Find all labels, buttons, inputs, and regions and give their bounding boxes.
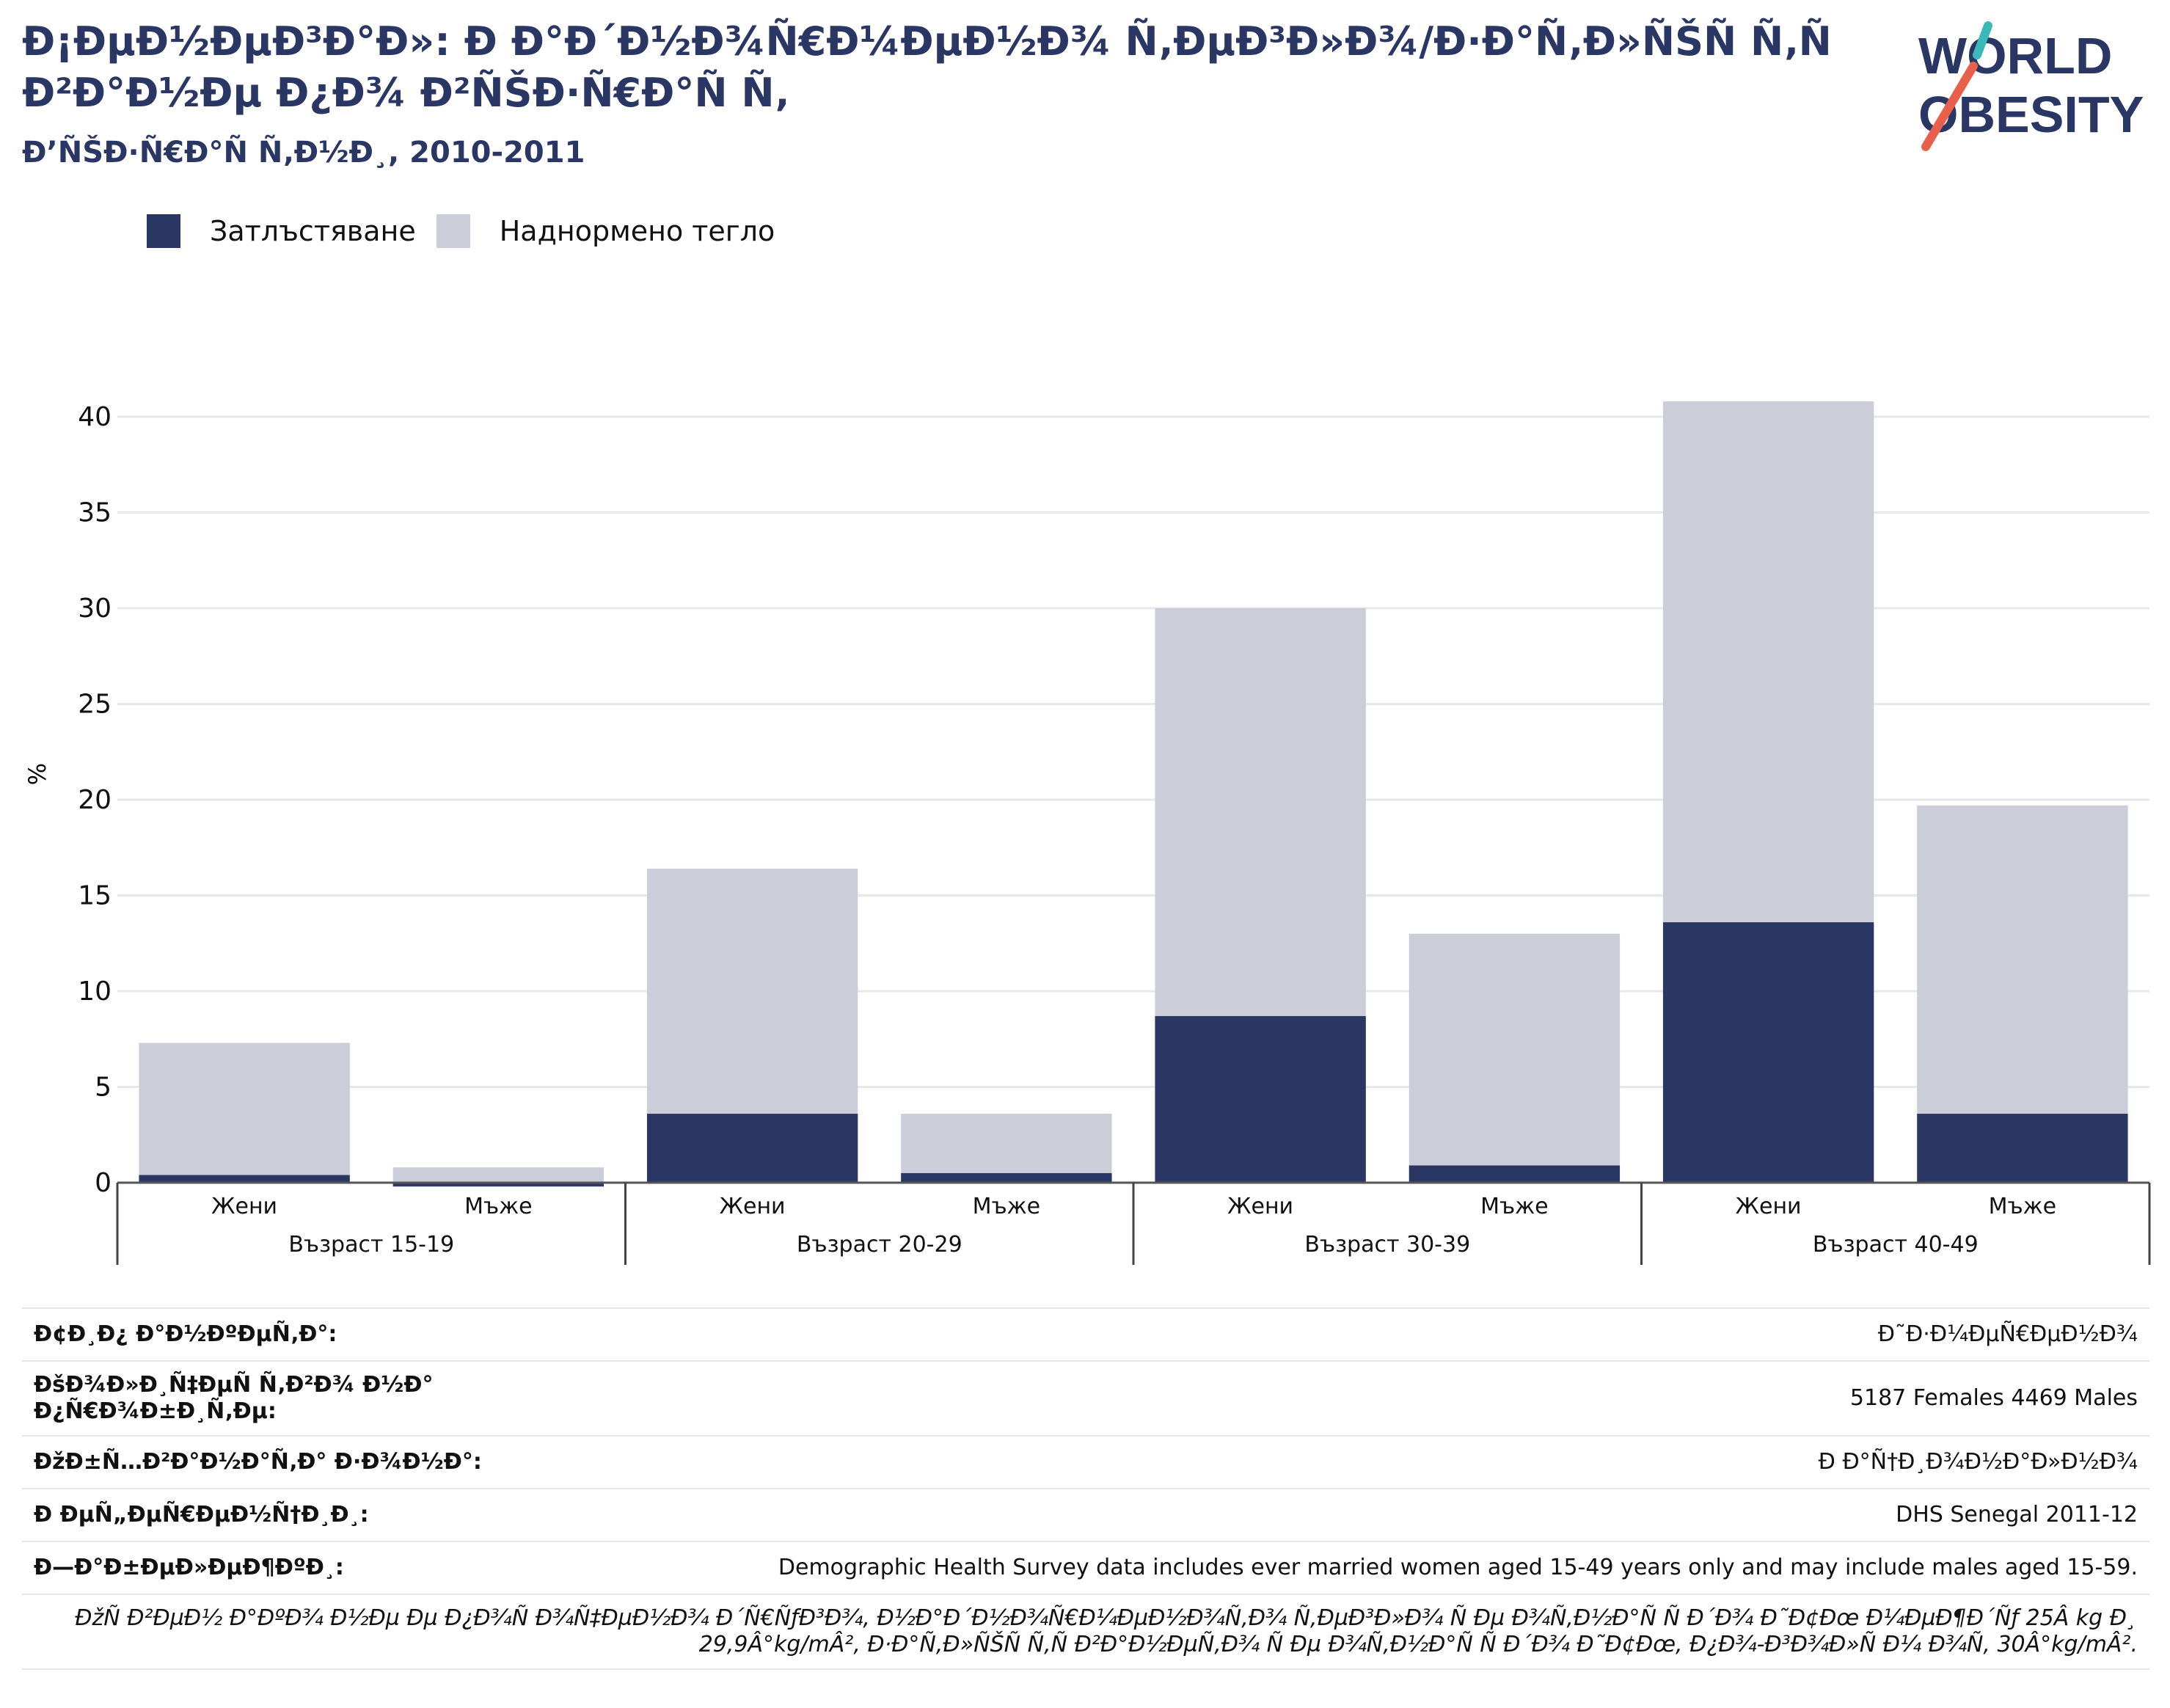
chart-legend: Затлъстяване Наднормено тегло (147, 214, 795, 248)
bar-overweight (392, 1167, 604, 1183)
y-tick-label: 40 (78, 402, 112, 432)
info-value: Ð Ð°Ñ†Ð¸Ð¾Ð½Ð°Ð»Ð½Ð¾ (1818, 1449, 2138, 1475)
bar-overweight (646, 868, 858, 1114)
y-tick-label: 20 (78, 785, 112, 815)
group-label: Възраст 20-29 (797, 1232, 962, 1258)
chart-title: Ð¡ÐµÐ½ÐµÐ³Ð°Ð»: Ð Ð°Ð´Ð½Ð¾Ñ€Ð¼ÐµÐ½Ð¾ Ñ‚Ð… (22, 18, 1832, 116)
y-axis-label: % (23, 763, 51, 785)
bar-obesity (646, 1114, 858, 1183)
bar-obesity (139, 1175, 350, 1183)
info-label: Ð—Ð°Ð±ÐµÐ»ÐµÐ¶ÐºÐ¸: (34, 1555, 344, 1580)
group-label: Възраст 15-19 (288, 1232, 454, 1258)
bar-overweight (901, 1114, 1112, 1173)
bar-obesity (1917, 1114, 2128, 1183)
info-row-survey-type: Ð¢Ð¸Ð¿ Ð°Ð½ÐºÐµÑ‚Ð°: Ð˜Ð·Ð¼ÐµÑ€ÐµÐ½Ð¾ (22, 1307, 2149, 1360)
info-value: 5187 Females 4469 Males (1849, 1385, 2138, 1411)
world-obesity-logo: WORLD OBESITY (1918, 21, 2144, 151)
y-tick-label: 25 (78, 690, 112, 720)
bar-overweight (1662, 401, 1874, 923)
info-value: DHS Senegal 2011-12 (1896, 1502, 2138, 1528)
logo-slash-teal (1973, 21, 1992, 59)
info-row-references: Ð ÐµÑ„ÐµÑ€ÐµÐ½Ñ†Ð¸Ð¸: DHS Senegal 2011-1… (22, 1488, 2149, 1541)
group-label: Възраст 40-49 (1813, 1232, 1979, 1258)
y-tick-label: 30 (78, 594, 112, 624)
bars (139, 401, 2128, 1187)
x-tick-label: Жени (1227, 1194, 1293, 1219)
x-tick-label: Мъже (464, 1194, 533, 1219)
bar-obesity (1409, 1165, 1621, 1183)
info-value: Demographic Health Survey data includes … (778, 1555, 2138, 1580)
bar-obesity (1155, 1015, 1366, 1183)
x-tick-label: Жени (1736, 1194, 1802, 1219)
bar-chart: 0 5 10 15 20 25 30 35 40 % Жени Мъже Жени Мъже Жени М… (23, 401, 2151, 1265)
bar-overweight (139, 1043, 350, 1175)
info-row-area-covered: ÐžÐ±Ñ…Ð²Ð°Ð½Ð°Ñ‚Ð° Ð·Ð¾Ð½Ð°: Ð Ð°Ñ†Ð¸Ð¾Ð… (22, 1435, 2149, 1488)
logo-text-world: WORLD (1918, 27, 2112, 84)
y-tick-label: 10 (78, 977, 112, 1007)
x-tick-label: Мъже (1480, 1194, 1549, 1219)
bar-overweight (1917, 805, 2128, 1114)
y-tick-labels: 0 5 10 15 20 25 30 35 40 (78, 402, 112, 1198)
info-value: Ð˜Ð·Ð¼ÐµÑ€ÐµÐ½Ð¾ (1877, 1321, 2138, 1347)
definition-note: ÐžÑ Ð²ÐµÐ½ Ð°ÐºÐ¾ Ð½Ðµ Ðµ Ð¿Ð¾Ñ Ð¾Ñ‡ÐµÐ½… (75, 1605, 2138, 1657)
chart-subtitle: Ð’ÑŠÐ·Ñ€Ð°Ñ Ñ‚Ð½Ð¸, 2010-2011 (22, 136, 585, 169)
info-label: ÐžÐ±Ñ…Ð²Ð°Ð½Ð°Ñ‚Ð° Ð·Ð¾Ð½Ð°: (34, 1449, 482, 1475)
logo-slash-red (1921, 62, 1978, 151)
info-label: Ð ÐµÑ„ÐµÑ€ÐµÐ½Ñ†Ð¸Ð¸: (34, 1502, 369, 1528)
x-tick-label: Мъже (1989, 1194, 2057, 1219)
info-label: ÐšÐ¾Ð»Ð¸Ñ‡ÐµÑ Ñ‚Ð²Ð¾ Ð½Ð° Ð¿Ñ€Ð¾Ð±Ð¸Ñ‚Ðµ… (34, 1372, 434, 1424)
legend-label-obesity: Затлъстяване (210, 215, 416, 247)
legend-swatch-obesity (147, 214, 180, 248)
info-row-notes: Ð—Ð°Ð±ÐµÐ»ÐµÐ¶ÐºÐ¸: Demographic Health S… (22, 1541, 2149, 1594)
info-label: Ð¢Ð¸Ð¿ Ð°Ð½ÐºÐµÑ‚Ð°: (34, 1321, 337, 1347)
info-table: Ð¢Ð¸Ð¿ Ð°Ð½ÐºÐµÑ‚Ð°: Ð˜Ð·Ð¼ÐµÑ€ÐµÐ½Ð¾ Ðš… (22, 1307, 2149, 1670)
group-label: Възраст 30-39 (1304, 1232, 1470, 1258)
info-row-sample-size: ÐšÐ¾Ð»Ð¸Ñ‡ÐµÑ Ñ‚Ð²Ð¾ Ð½Ð° Ð¿Ñ€Ð¾Ð±Ð¸Ñ‚Ðµ… (22, 1360, 2149, 1435)
legend-item-obesity: Затлъстяване (147, 214, 416, 248)
y-tick-label: 5 (95, 1073, 112, 1103)
legend-item-overweight: Наднормено тегло (436, 214, 775, 248)
legend-swatch-overweight (436, 214, 470, 248)
legend-label-overweight: Наднормено тегло (499, 215, 775, 247)
bar-obesity (1662, 922, 1874, 1183)
x-tick-label: Жени (720, 1194, 786, 1219)
bar-obesity (901, 1172, 1112, 1183)
bar-overweight (1409, 933, 1621, 1166)
y-tick-label: 15 (78, 881, 112, 911)
x-tick-label: Жени (211, 1194, 277, 1219)
bar-obesity (392, 1183, 604, 1187)
info-row-definition-note: ÐžÑ Ð²ÐµÐ½ Ð°ÐºÐ¾ Ð½Ðµ Ðµ Ð¿Ð¾Ñ Ð¾Ñ‡ÐµÐ½… (22, 1594, 2149, 1670)
bar-overweight (1155, 608, 1366, 1016)
x-axis: Жени Мъже Жени Мъже Жени Мъже Жени Мъже Възраст … (116, 1181, 2151, 1265)
x-tick-label: Мъже (973, 1194, 1041, 1219)
y-tick-label: 35 (78, 498, 112, 528)
y-tick-label: 0 (95, 1168, 112, 1198)
